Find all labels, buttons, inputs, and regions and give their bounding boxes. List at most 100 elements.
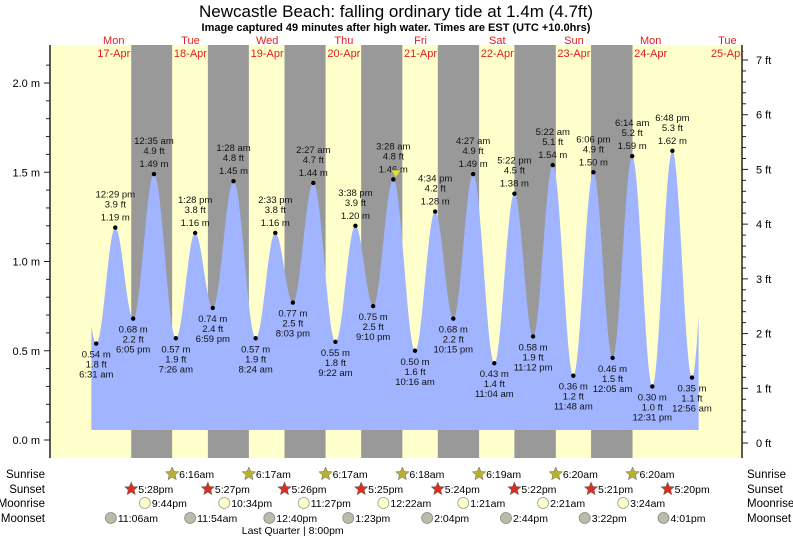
tide-feet-label: 1.8 ft <box>86 360 107 371</box>
tide-time-label: 10:16 am <box>395 377 435 388</box>
tide-time-label: 5:22 am <box>536 127 570 138</box>
tide-feet-label: 1.8 ft <box>325 358 346 369</box>
tide-metres-label: 0.75 m <box>359 312 388 323</box>
moonset-moon-icon <box>342 512 355 524</box>
sunset-time-label: 5:24pm <box>445 484 480 496</box>
tide-metres-label: 1.38 m <box>500 179 529 190</box>
high-tide-point <box>113 225 118 230</box>
tide-time-label: 6:48 pm <box>655 113 689 124</box>
date-label: 18-Apr <box>174 48 207 60</box>
tide-metres-label: 0.57 m <box>161 344 190 355</box>
tide-metres-label: 0.58 m <box>519 342 548 353</box>
sunrise-star-icon <box>318 466 333 481</box>
tide-time-label: 11:48 am <box>554 402 593 413</box>
tide-time-label: 12:31 pm <box>632 412 672 423</box>
right-axis-label: 3 ft <box>756 274 771 286</box>
high-tide-point <box>512 191 517 196</box>
tide-feet-label: 3.9 ft <box>345 198 366 209</box>
sunset-star-icon <box>353 481 369 496</box>
sunrise-row-label-left: Sunrise <box>6 469 45 481</box>
date-label: 24-Apr <box>634 48 667 60</box>
right-axis-label: 7 ft <box>756 55 771 67</box>
tide-feet-label: 2.2 ft <box>443 335 464 346</box>
low-tide-point <box>451 316 456 321</box>
tide-feet-label: 2.2 ft <box>123 335 144 346</box>
low-tide-point <box>94 341 99 346</box>
day-of-week-label: Sun <box>564 35 584 47</box>
moonset-time-label: 1:23pm <box>355 513 390 525</box>
sunset-time-label: 5:22pm <box>521 484 556 496</box>
sunset-time-label: 5:21pm <box>598 484 633 496</box>
tide-feet-label: 1.2 ft <box>563 392 584 403</box>
chart-title: Newcastle Beach: falling ordinary tide a… <box>199 2 593 21</box>
date-label: 25-Apr <box>711 48 744 60</box>
moon-phase-note: Last Quarter | 8:00pm <box>242 525 344 537</box>
high-tide-point <box>550 162 555 168</box>
tide-metres-label: 0.68 m <box>439 325 468 336</box>
tide-time-label: 11:12 pm <box>514 362 553 373</box>
right-axis-label: 6 ft <box>756 110 771 122</box>
tide-metres-label: 1.19 m <box>101 213 130 224</box>
low-tide-point <box>571 373 576 378</box>
tide-time-label: 10:15 pm <box>433 345 473 356</box>
tide-feet-label: 3.8 ft <box>265 205 286 216</box>
low-tide-point <box>370 303 376 309</box>
tide-time-label: 9:10 pm <box>356 332 390 343</box>
day-of-week-label: Wed <box>256 35 278 47</box>
sunset-row-label-left: Sunset <box>9 484 46 496</box>
day-of-week-label: Tue <box>181 35 200 47</box>
moonset-row-label-right: Moonset <box>747 513 792 525</box>
tide-feet-label: 4.2 ft <box>425 184 446 195</box>
tide-time-label: 12:05 am <box>593 384 633 395</box>
date-label: 19-Apr <box>251 48 284 60</box>
tide-feet-label: 1.6 ft <box>404 367 425 378</box>
tide-feet-label: 2.5 ft <box>282 319 303 330</box>
low-tide-point <box>290 300 296 305</box>
moonset-row-label-left: Moonset <box>1 513 46 525</box>
tide-feet-label: 5.1 ft <box>542 137 563 148</box>
sun-moon-events: Sunrise Sunrise Sunset Sunset Moonrise Moonri… <box>0 466 793 537</box>
date-label: 23-Apr <box>557 48 590 60</box>
tide-feet-label: 4.9 ft <box>143 146 164 157</box>
tide-metres-label: 1.49 m <box>459 159 488 170</box>
low-tide-point <box>492 361 497 366</box>
moonrise-moon-icon <box>457 497 470 509</box>
high-tide-point <box>432 209 438 214</box>
tide-feet-label: 4.9 ft <box>463 146 484 157</box>
tide-time-label: 8:24 am <box>238 364 272 375</box>
sunrise-row-label-right: Sunrise <box>747 469 786 481</box>
sunrise-star-icon <box>395 466 410 481</box>
sunset-time-label: 5:20pm <box>675 484 710 496</box>
tide-feet-label: 1.9 ft <box>245 354 266 365</box>
tide-metres-label: 0.55 m <box>321 348 350 359</box>
moonset-time-label: 11:54am <box>197 513 237 525</box>
tide-metres-label: 1.45 m <box>219 166 248 177</box>
moonset-moon-icon <box>184 512 197 524</box>
day-of-week-label: Tue <box>718 35 737 47</box>
moonset-time-label: 4:01pm <box>670 513 705 525</box>
sunset-time-label: 5:27pm <box>215 484 250 496</box>
sunset-star-icon <box>277 481 292 496</box>
moonrise-time-label: 11:27pm <box>311 498 351 510</box>
moonrise-moon-icon <box>138 497 151 509</box>
moonrise-moon-icon <box>377 497 390 509</box>
tide-metres-label: 1.44 m <box>299 168 328 179</box>
high-tide-point <box>591 170 596 175</box>
moonset-moon-icon <box>657 512 670 524</box>
tide-time-label: 3:38 pm <box>338 188 372 199</box>
tide-area <box>91 150 699 430</box>
tide-time-label: 1:28 pm <box>178 195 212 206</box>
sunrise-star-icon <box>548 466 564 481</box>
sunset-star-icon <box>583 481 599 496</box>
sunrise-star-icon <box>471 466 487 481</box>
moonset-moon-icon <box>500 512 512 524</box>
low-tide-point <box>333 339 338 345</box>
tide-feet-label: 1.1 ft <box>681 394 702 405</box>
moonrise-moon-icon <box>218 497 231 509</box>
tide-metres-label: 0.57 m <box>241 344 270 355</box>
tide-time-label: 6:59 pm <box>196 334 230 345</box>
moonrise-time-label: 10:34pm <box>231 498 272 510</box>
tide-feet-label: 1.9 ft <box>165 354 186 365</box>
sunrise-time-label: 6:17am <box>333 469 368 481</box>
